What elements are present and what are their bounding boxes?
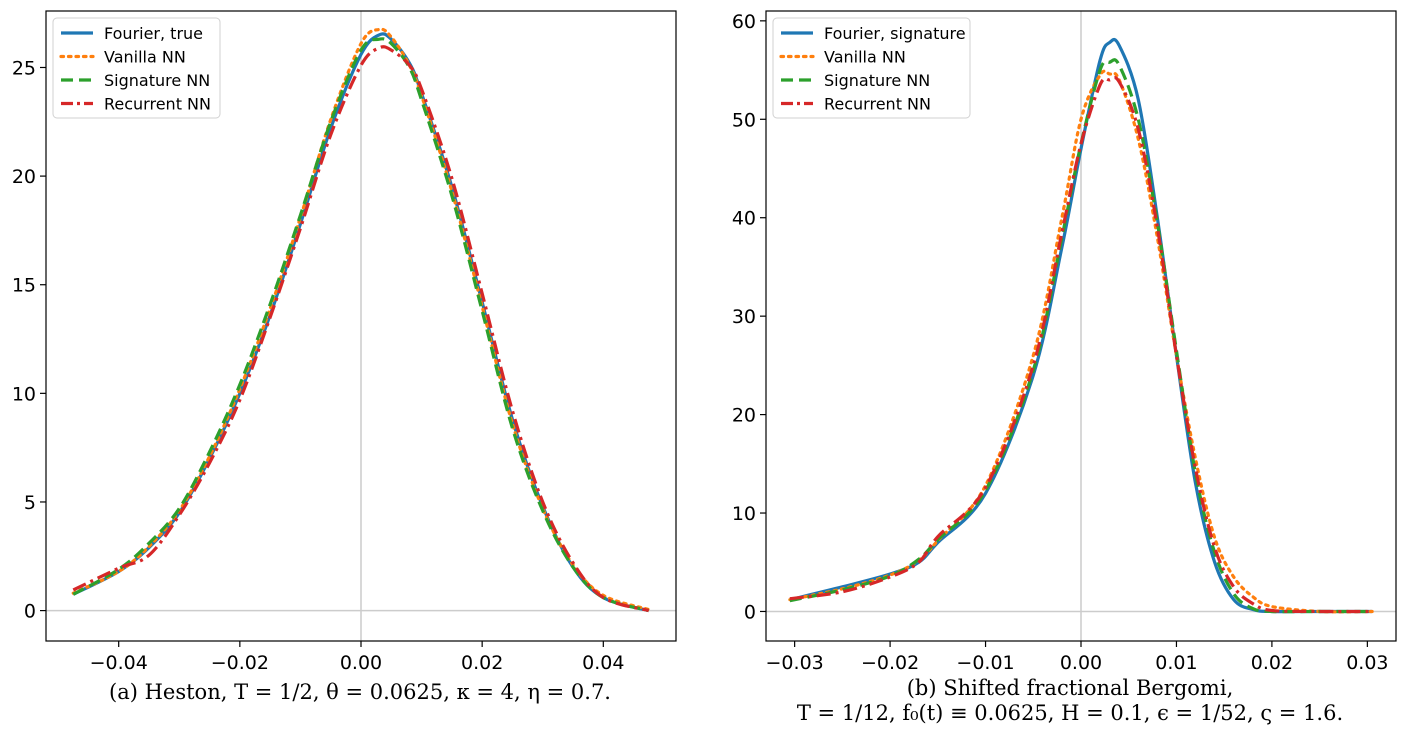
x-tick-label: −0.02 bbox=[861, 652, 919, 674]
x-tick-label: 0.02 bbox=[1251, 652, 1293, 674]
legend-label-0: Fourier, true bbox=[104, 24, 203, 43]
y-tick-label: 50 bbox=[732, 109, 756, 131]
legend-label-2: Signature NN bbox=[104, 71, 210, 90]
y-tick-label: 5 bbox=[24, 492, 36, 514]
series-line-3 bbox=[789, 75, 1373, 614]
y-tick-label: 0 bbox=[744, 601, 756, 623]
x-tick-label: −0.04 bbox=[90, 652, 148, 674]
x-tick-label: −0.02 bbox=[211, 652, 269, 674]
x-tick-label: −0.01 bbox=[956, 652, 1014, 674]
legend-label-1: Vanilla NN bbox=[104, 48, 186, 67]
legend-box bbox=[772, 17, 971, 119]
x-tick-label: 0.03 bbox=[1346, 652, 1388, 674]
x-tick-label: 0.00 bbox=[340, 652, 382, 674]
legend-label-3: Recurrent NN bbox=[104, 95, 211, 114]
y-tick-label: 30 bbox=[732, 306, 756, 328]
caption-b-line2: T = 1/12, f₀(t) ≡ 0.0625, H = 0.1, ϵ = 1… bbox=[796, 701, 1344, 725]
series-line-2 bbox=[72, 37, 650, 613]
caption-a: (a) Heston, T = 1/2, θ = 0.0625, κ = 4, … bbox=[109, 680, 611, 704]
chart-0: −0.04 −0.02 0.00 0.02 0.04 0 5 10 15 20 25 Fourier,… bbox=[12, 10, 677, 674]
chart-1: −0.03 −0.02 −0.01 0.00 0.01 0.02 0.03 0 10 20 30 40… bbox=[732, 10, 1397, 674]
y-tick-label: 0 bbox=[24, 601, 36, 623]
x-tick-label: 0.04 bbox=[582, 652, 624, 674]
y-tick-label: 25 bbox=[12, 57, 36, 79]
caption-b-line1: (b) Shifted fractional Bergomi, bbox=[906, 676, 1234, 700]
y-tick-label: 15 bbox=[12, 275, 36, 297]
series-line-0 bbox=[789, 37, 1373, 614]
legend: Fourier, true Vanilla NN Signature NN Recur… bbox=[52, 17, 221, 119]
legend-label-0: Fourier, signature bbox=[824, 24, 966, 43]
y-tick-label: 60 bbox=[732, 11, 756, 33]
series-line-1 bbox=[788, 69, 1374, 614]
legend-label-1: Vanilla NN bbox=[824, 48, 906, 67]
legend: Fourier, signature Vanilla NN Signature NN… bbox=[772, 17, 971, 119]
legend-box bbox=[52, 17, 221, 119]
y-tick-label: 20 bbox=[732, 405, 756, 427]
y-tick-label: 20 bbox=[12, 166, 36, 188]
y-tick-label: 10 bbox=[12, 383, 36, 405]
x-tick-label: 0.00 bbox=[1060, 652, 1102, 674]
x-tick-label: −0.03 bbox=[766, 652, 824, 674]
legend-label-2: Signature NN bbox=[824, 71, 930, 90]
legend-label-3: Recurrent NN bbox=[824, 95, 931, 114]
caption-b: (b) Shifted fractional Bergomi, T = 1/12… bbox=[740, 676, 1400, 726]
y-tick-label: 40 bbox=[732, 208, 756, 230]
y-tick-label: 10 bbox=[732, 503, 756, 525]
series-line-2 bbox=[789, 58, 1373, 614]
x-tick-label: 0.01 bbox=[1155, 652, 1197, 674]
x-tick-label: 0.02 bbox=[461, 652, 503, 674]
